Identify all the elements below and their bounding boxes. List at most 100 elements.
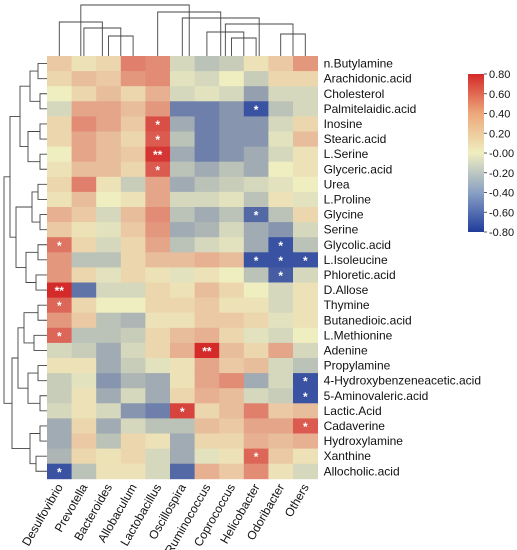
heatmap-cell — [120, 176, 146, 193]
heatmap-cell — [243, 388, 269, 404]
heatmap-cell — [243, 358, 269, 374]
heatmap-cell — [120, 373, 146, 389]
heatmap-cell — [293, 56, 318, 72]
heatmap-cell — [170, 161, 195, 178]
heatmap-cell — [145, 342, 171, 359]
heatmap-cell — [120, 56, 146, 72]
heatmap-cell — [71, 342, 97, 359]
heatmap-cell — [96, 71, 122, 87]
heatmap-cell — [293, 373, 318, 389]
heatmap-cell — [268, 342, 294, 359]
heatmap-cell — [96, 176, 122, 193]
heatmap-cell — [194, 161, 220, 178]
heatmap-cell — [170, 176, 195, 193]
dendrogram-link — [35, 455, 47, 472]
heatmap-cell — [170, 237, 195, 253]
heatmap-cell — [170, 252, 195, 268]
heatmap-cell — [170, 191, 195, 208]
heatmap-cell — [145, 297, 171, 314]
heatmap-cell — [219, 297, 245, 314]
dendrogram-link — [11, 357, 30, 450]
heatmap-cell — [194, 448, 220, 465]
row-label: Glycine — [324, 208, 364, 222]
row-label: Hydroxylamine — [324, 434, 404, 448]
heatmap-cell — [219, 463, 245, 480]
heatmap-cell — [47, 327, 72, 344]
heatmap-cell — [268, 71, 294, 87]
heatmap-cell — [219, 86, 245, 102]
heatmap-cell — [243, 252, 269, 268]
heatmap-cell — [96, 418, 122, 434]
heatmap-cell — [47, 463, 72, 480]
color-bar-tick-label: 0.20 — [489, 128, 510, 140]
heatmap-cell — [120, 282, 146, 298]
heatmap-cell — [219, 56, 245, 72]
heatmap-cell — [47, 267, 72, 283]
heatmap-cell — [71, 56, 97, 72]
significance-star: * — [57, 465, 62, 479]
heatmap-cell — [243, 222, 269, 238]
dendrogram-link — [39, 395, 47, 412]
heatmap-cell — [71, 131, 97, 147]
heatmap-cell — [194, 71, 220, 87]
heatmap-cell — [194, 297, 220, 314]
heatmap-cell — [194, 403, 220, 419]
color-bar-tick-label: -0.60 — [489, 207, 514, 219]
heatmap-cell — [194, 358, 220, 374]
heatmap-cell — [243, 418, 269, 434]
heatmap-cell — [268, 312, 294, 329]
heatmap-cell — [120, 433, 146, 449]
heatmap-cell — [243, 282, 269, 298]
heatmap-cell — [268, 101, 294, 117]
heatmap-cell — [145, 237, 171, 253]
heatmap-cell — [194, 56, 220, 72]
significance-star: * — [155, 118, 160, 132]
row-label: D.Allose — [324, 283, 369, 297]
heatmap-cell — [243, 342, 269, 359]
heatmap-cell — [194, 418, 220, 434]
heatmap-cell — [71, 191, 97, 208]
color-bar-tick-label: -0.20 — [489, 168, 514, 180]
heatmap-cell — [194, 342, 220, 359]
heatmap-cell — [243, 207, 269, 223]
heatmap-cell — [219, 191, 245, 208]
row-label: n.Butylamine — [324, 57, 394, 71]
heatmap-cell — [96, 373, 122, 389]
heatmap-cell — [219, 237, 245, 253]
heatmap-cell — [243, 463, 269, 480]
heatmap-cell — [71, 86, 97, 102]
heatmap-cell — [293, 71, 318, 87]
heatmap-cell — [170, 267, 195, 283]
heatmap-cell — [170, 327, 195, 344]
dendrogram-link — [39, 93, 47, 110]
heatmap-cell — [71, 373, 97, 389]
heatmap-cell — [219, 433, 245, 449]
row-label: Urea — [324, 177, 350, 191]
row-labels: n.ButylamineArachidonic.acidCholesterolP… — [324, 57, 481, 479]
row-label: Serine — [324, 223, 359, 237]
heatmap-cell — [170, 373, 195, 389]
significance-star: ** — [202, 344, 212, 358]
significance-star: * — [303, 254, 308, 268]
heatmap-cell — [96, 403, 122, 419]
dendrogram-link — [15, 206, 32, 268]
heatmap-cell — [145, 373, 171, 389]
dendrogram-link — [39, 425, 47, 442]
heatmap-cell — [219, 222, 245, 238]
row-label: Lactic.Acid — [324, 404, 382, 418]
heatmap-cell — [268, 463, 294, 480]
heatmap-cell — [243, 327, 269, 344]
heatmap-cell — [194, 252, 220, 268]
heatmap-cell — [120, 131, 146, 147]
heatmap-cell — [96, 56, 122, 72]
row-label: Xanthine — [324, 449, 372, 463]
heatmap-cell — [194, 433, 220, 449]
heatmap-cell — [194, 373, 220, 389]
heatmap-cell — [47, 191, 72, 208]
heatmap-cell — [145, 282, 171, 298]
heatmap-cell — [243, 433, 269, 449]
color-bar-tick-label: -0.00 — [489, 148, 514, 160]
heatmap-cell — [120, 403, 146, 419]
heatmap-cell — [219, 358, 245, 374]
